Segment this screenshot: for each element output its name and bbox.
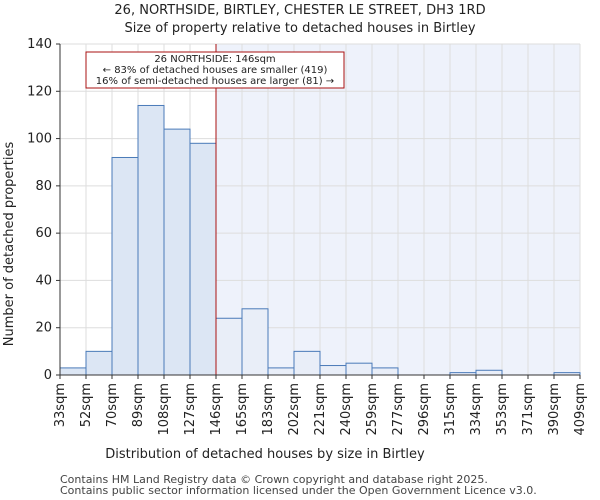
footer-line-2: Contains public sector information licen… bbox=[60, 484, 537, 497]
x-tick-label: 70sqm bbox=[105, 383, 120, 427]
histogram-bar bbox=[163, 128, 191, 376]
x-tick-label: 390sqm bbox=[547, 383, 562, 436]
x-axis-label: Distribution of detached houses by size … bbox=[105, 447, 425, 462]
x-tick-label: 183sqm bbox=[261, 383, 276, 436]
histogram-bar bbox=[189, 142, 217, 376]
histogram-bar bbox=[59, 367, 87, 376]
bar-layer bbox=[59, 104, 581, 376]
annotation-line-1: 26 NORTHSIDE: 146sqm bbox=[154, 54, 275, 65]
y-tick-label: 0 bbox=[44, 368, 52, 383]
x-tick-label: 202sqm bbox=[287, 383, 302, 436]
annotation-line-2: ← 83% of detached houses are smaller (41… bbox=[103, 65, 328, 76]
y-tick-labels: 0 20 40 60 80 100 120 140 bbox=[27, 37, 60, 383]
chart-subtitle: Size of property relative to detached ho… bbox=[124, 21, 475, 36]
annotation-box: 26 NORTHSIDE: 146sqm ← 83% of detached h… bbox=[85, 51, 345, 89]
x-tick-label: 334sqm bbox=[469, 383, 484, 436]
y-tick-label: 140 bbox=[27, 37, 52, 52]
x-tick-label: 89sqm bbox=[131, 383, 146, 427]
histogram-bar bbox=[293, 350, 321, 376]
y-tick-label: 20 bbox=[35, 321, 52, 336]
x-tick-label: 296sqm bbox=[417, 383, 432, 436]
x-tick-label: 127sqm bbox=[183, 383, 198, 436]
histogram-bar bbox=[319, 365, 347, 376]
annotation-line-3: 16% of semi-detached houses are larger (… bbox=[96, 76, 334, 87]
histogram-bar bbox=[475, 369, 503, 376]
x-tick-labels: 33sqm 52sqm 70sqm 89sqm 108sqm 127sqm 146sqm 16… bbox=[53, 375, 588, 436]
x-tick-label: 146sqm bbox=[209, 383, 224, 436]
histogram-bar bbox=[85, 350, 113, 376]
x-tick-label: 52sqm bbox=[79, 383, 94, 427]
y-tick-label: 60 bbox=[35, 226, 52, 241]
y-tick-label: 80 bbox=[35, 179, 52, 194]
histogram-bar bbox=[241, 308, 269, 376]
histogram-bar bbox=[137, 104, 165, 376]
x-tick-label: 353sqm bbox=[495, 383, 510, 436]
y-axis-label: Number of detached properties bbox=[2, 142, 17, 347]
y-tick-label: 40 bbox=[35, 273, 52, 288]
x-tick-label: 371sqm bbox=[521, 383, 536, 436]
histogram-bar bbox=[215, 317, 243, 376]
x-tick-label: 108sqm bbox=[157, 383, 172, 436]
x-tick-label: 259sqm bbox=[365, 383, 380, 436]
footer-line-1: Contains HM Land Registry data © Crown c… bbox=[60, 473, 488, 486]
histogram-bar bbox=[345, 362, 373, 376]
chart-title: 26, NORTHSIDE, BIRTLEY, CHESTER LE STREE… bbox=[114, 3, 485, 18]
histogram-bar bbox=[111, 156, 139, 376]
histogram-bar bbox=[267, 367, 295, 376]
x-tick-label: 240sqm bbox=[339, 383, 354, 436]
x-tick-label: 165sqm bbox=[235, 383, 250, 436]
x-tick-label: 409sqm bbox=[573, 383, 588, 436]
x-tick-label: 221sqm bbox=[313, 383, 328, 436]
x-tick-label: 315sqm bbox=[443, 383, 458, 436]
annotation-frame bbox=[85, 51, 345, 89]
y-tick-label: 120 bbox=[27, 84, 52, 99]
x-tick-label: 33sqm bbox=[53, 383, 68, 427]
y-tick-label: 100 bbox=[27, 132, 52, 147]
histogram-bar bbox=[371, 367, 399, 376]
x-tick-label: 277sqm bbox=[391, 383, 406, 436]
